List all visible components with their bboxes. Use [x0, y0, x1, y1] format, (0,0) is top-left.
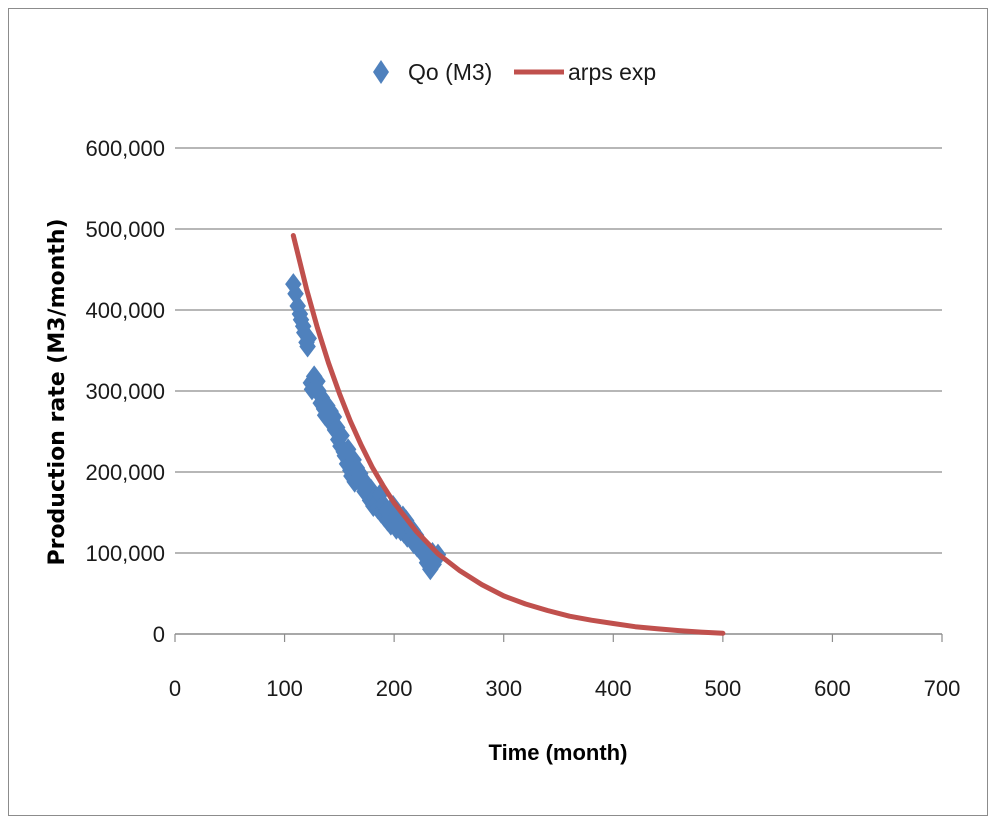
y-tick-label: 600,000 — [85, 136, 165, 161]
x-tick-label: 600 — [814, 676, 851, 701]
y-tick-label: 0 — [153, 622, 165, 647]
series-arps-exp — [290, 233, 726, 636]
data-point — [300, 327, 317, 350]
y-tick-label: 200,000 — [85, 460, 165, 485]
data-point — [333, 424, 350, 447]
x-axis-ticks — [174, 634, 943, 642]
chart-frame — [8, 8, 988, 816]
x-tick-label: 300 — [485, 676, 522, 701]
x-tick-label: 200 — [376, 676, 413, 701]
y-tick-label: 300,000 — [85, 379, 165, 404]
y-axis-label: Production rate (M3/month) — [45, 218, 70, 565]
x-axis-tick-labels: 0 100 200 300 400 500 600 700 — [169, 676, 960, 701]
data-point — [384, 495, 402, 518]
x-tick-label: 0 — [169, 676, 181, 701]
y-axis-tick-labels: 0 100,000 200,000 300,000 400,000 500,000 600,… — [85, 136, 165, 647]
legend-label-qo-m3: Qo (M3) — [408, 59, 492, 85]
x-tick-label: 100 — [266, 676, 303, 701]
y-tick-label: 100,000 — [85, 541, 165, 566]
legend-label-arps-exp: arps exp — [568, 59, 656, 85]
x-tick-label: 500 — [704, 676, 741, 701]
x-axis-label: Time (month) — [489, 740, 628, 765]
y-tick-label: 500,000 — [85, 217, 165, 242]
x-tick-label: 400 — [595, 676, 632, 701]
gridlines — [175, 147, 942, 554]
legend-marker-qo-m3 — [373, 60, 389, 84]
y-tick-label: 400,000 — [85, 298, 165, 323]
legend: Qo (M3) arps exp — [373, 59, 656, 85]
x-tick-label: 700 — [924, 676, 961, 701]
